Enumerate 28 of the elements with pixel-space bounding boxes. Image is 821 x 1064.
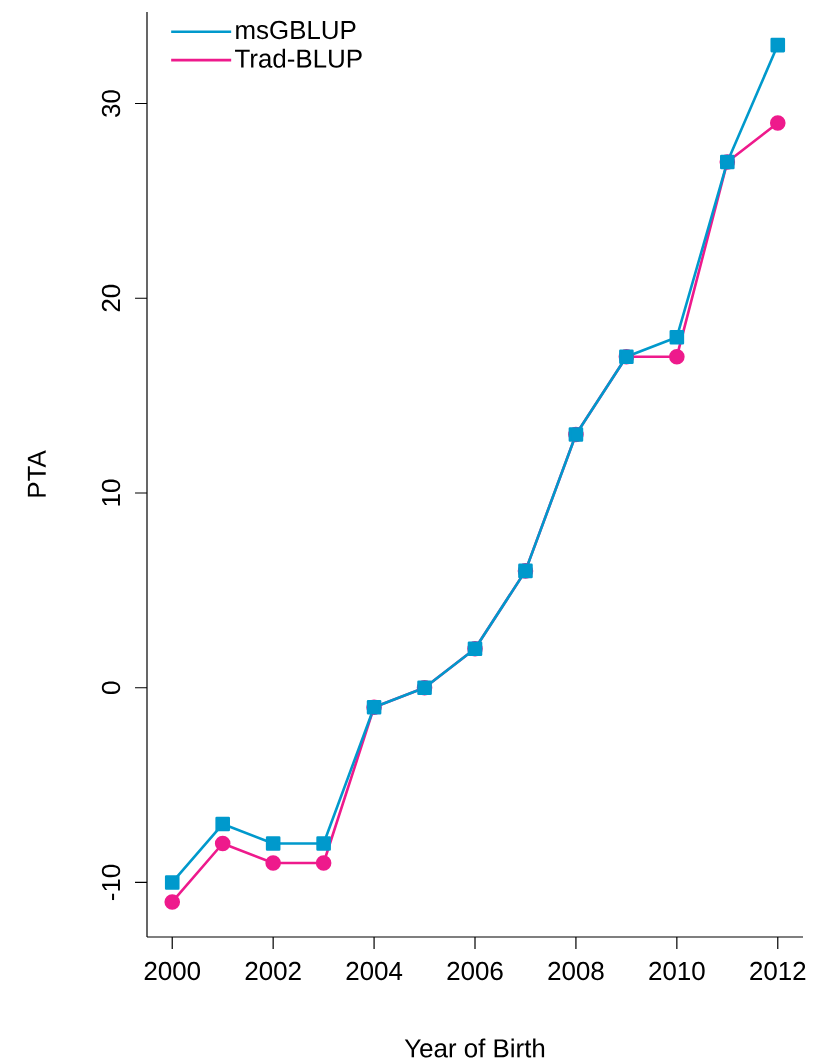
x-axis-title: Year of Birth — [404, 1038, 545, 1058]
y-tick-label: 20 — [101, 284, 121, 312]
y-tick-label: -10 — [101, 864, 121, 901]
point — [215, 816, 230, 832]
point — [265, 836, 281, 851]
point — [164, 875, 180, 890]
y-axis-title: PTA — [27, 450, 46, 497]
point — [265, 855, 281, 871]
point — [769, 115, 786, 131]
x-tick-label: 2000 — [144, 961, 201, 981]
y-tick-label: 10 — [101, 479, 121, 506]
y-tick-label: 0 — [101, 681, 121, 694]
legend-label: msGBLUP — [236, 20, 356, 40]
point — [316, 836, 331, 851]
y-tick-label: 30 — [101, 90, 121, 117]
x-tick-label: 2012 — [750, 961, 806, 981]
x-tick-label: 2006 — [447, 961, 503, 981]
point — [669, 329, 685, 345]
point — [315, 855, 332, 871]
x-tick-label: 2002 — [245, 961, 301, 981]
point — [164, 894, 181, 910]
x-tick-label: 2010 — [649, 961, 705, 981]
point — [669, 348, 685, 365]
x-tick-label: 2004 — [346, 961, 403, 981]
legend-label: Trad-BLUP — [235, 48, 362, 68]
point — [770, 37, 786, 53]
x-tick-label: 2008 — [548, 961, 604, 981]
point — [214, 835, 231, 852]
